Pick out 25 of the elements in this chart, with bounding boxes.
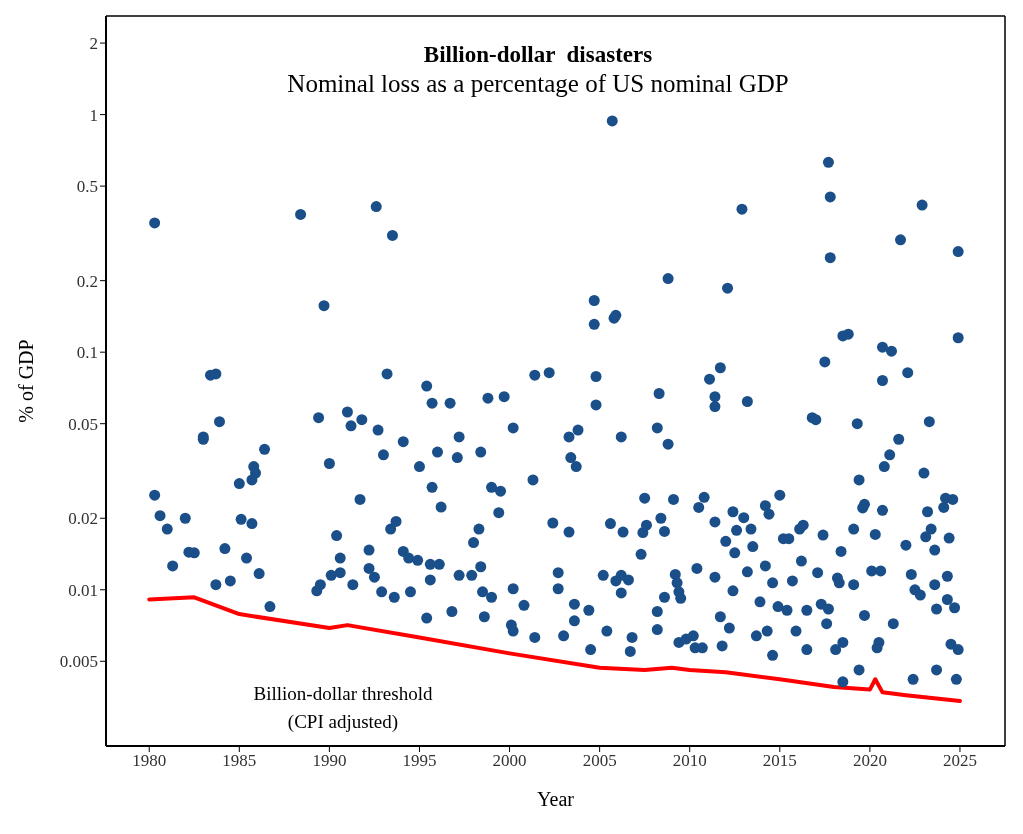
y-tick-label: 0.005 bbox=[59, 652, 98, 672]
y-tick-label: 0.5 bbox=[76, 177, 98, 197]
text: Nominal loss as a percentage of US nominal GDP bbox=[286, 70, 790, 98]
y-tick-label: 1 bbox=[89, 105, 98, 125]
x-tick-label: 2010 bbox=[672, 751, 707, 771]
x-tick-label: 1990 bbox=[312, 751, 347, 771]
x-tick-label: 1995 bbox=[402, 751, 437, 771]
x-tick-label: 2020 bbox=[852, 751, 887, 771]
y-tick-label: 0.2 bbox=[76, 271, 98, 291]
x-tick-label: 2005 bbox=[582, 751, 617, 771]
y-tick-label: 0.05 bbox=[68, 414, 98, 434]
y-tick-label: 0.02 bbox=[68, 509, 98, 529]
text: Billion-dollar disasters bbox=[422, 42, 654, 68]
x-tick-label: 1980 bbox=[132, 751, 167, 771]
x-tick-label: 1985 bbox=[222, 751, 257, 771]
x-tick-label: 2000 bbox=[492, 751, 527, 771]
y-axis-title: % of GDP bbox=[15, 339, 38, 423]
y-tick-label: 2 bbox=[89, 34, 98, 54]
x-tick-label: 2015 bbox=[762, 751, 797, 771]
y-tick-label: 0.01 bbox=[68, 580, 98, 600]
x-tick-label: 2025 bbox=[942, 751, 977, 771]
x-axis-title: Year bbox=[537, 788, 575, 810]
line-series bbox=[147, 595, 962, 704]
annotation: Billion-dollar threshold (CPI adjusted) bbox=[252, 682, 434, 734]
y-tick-label: 0.1 bbox=[76, 343, 98, 363]
